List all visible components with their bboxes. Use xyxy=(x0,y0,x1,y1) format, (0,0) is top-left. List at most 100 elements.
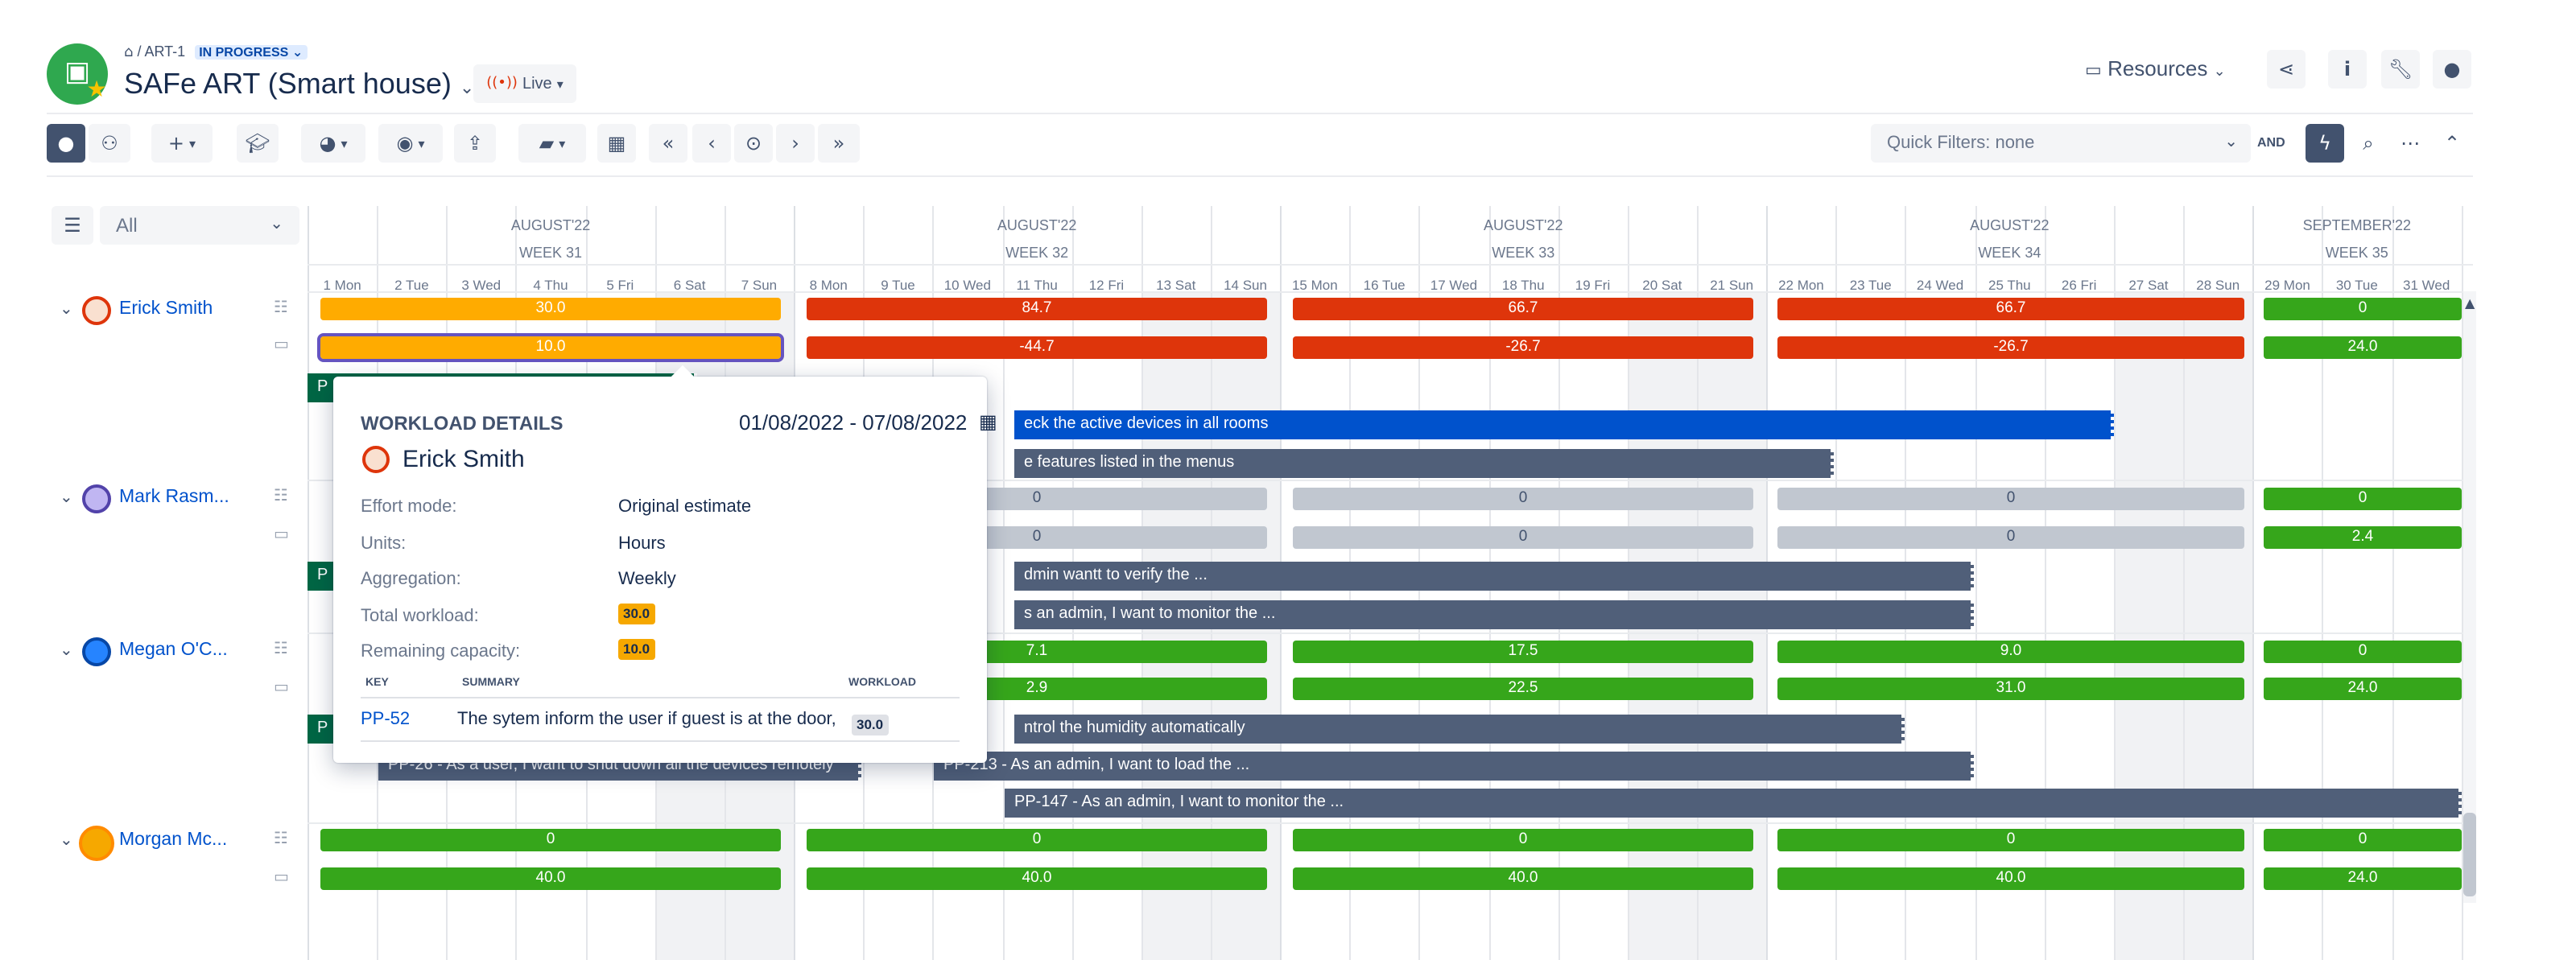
issue-key-link[interactable]: PP-52 xyxy=(361,710,411,729)
remaining-capacity-value: 10.0 xyxy=(618,639,655,660)
capacity-bar[interactable]: 24.0 xyxy=(2264,678,2462,700)
capacity-bar[interactable]: 40.0 xyxy=(1777,867,2244,890)
capacity-bar[interactable]: 2.4 xyxy=(2264,526,2462,549)
avatar[interactable] xyxy=(79,826,114,861)
workload-bar[interactable]: 9.0 xyxy=(1777,641,2244,663)
more-icon[interactable]: ⋯ xyxy=(2391,124,2429,163)
task-bar[interactable]: s an admin, I want to monitor the ... xyxy=(1014,600,1974,629)
workload-bar[interactable]: 0 xyxy=(2264,829,2462,851)
calendar-icon[interactable]: ▦ xyxy=(979,410,997,433)
ruler-button[interactable]: ▰ ▾ xyxy=(518,124,586,163)
today-icon[interactable]: ⊙ xyxy=(734,124,773,163)
list-icon[interactable]: ☷ xyxy=(274,641,288,658)
info-icon[interactable]: i xyxy=(2328,50,2367,89)
day-label: 5 Fri xyxy=(606,277,634,293)
collapse-icon[interactable]: ⌃ xyxy=(2433,124,2471,163)
person-name[interactable]: Megan O'C... xyxy=(119,641,228,660)
page-title[interactable]: SAFe ART (Smart house) ⌄ xyxy=(124,68,474,101)
workload-bar[interactable]: 0 xyxy=(1293,829,1753,851)
scroll-up-icon[interactable]: ▲ xyxy=(2465,296,2475,311)
resources-label: Resources xyxy=(2107,56,2208,80)
capacity-bar[interactable]: 24.0 xyxy=(2264,867,2462,890)
row-divider xyxy=(308,632,2473,634)
person-view-button[interactable]: ● xyxy=(47,124,85,163)
person-name[interactable]: Morgan Mc... xyxy=(119,830,228,850)
and-toggle[interactable]: AND xyxy=(2257,135,2285,150)
workload-bar[interactable]: 0 xyxy=(320,829,781,851)
capacity-bar[interactable]: 40.0 xyxy=(320,867,781,890)
workload-bar[interactable]: 66.7 xyxy=(1777,298,2244,320)
task-bar[interactable]: e features listed in the menus xyxy=(1014,449,1834,478)
capacity-bar[interactable]: -44.7 xyxy=(807,336,1267,359)
battery-icon: ▭ xyxy=(2085,60,2102,80)
eye-button[interactable]: ◉ ▾ xyxy=(378,124,443,163)
live-button[interactable]: ((•)) Live ▾ xyxy=(473,64,576,103)
jump-back-icon[interactable]: « xyxy=(649,124,687,163)
graduation-cap-icon[interactable]: 🎓︎ xyxy=(237,124,279,163)
add-button[interactable]: + ▾ xyxy=(151,124,213,163)
resource-filter-select[interactable]: All ⌄ xyxy=(100,206,299,245)
back-icon[interactable]: ‹ xyxy=(692,124,731,163)
team-view-button[interactable]: ⚇ xyxy=(89,124,130,163)
quick-filters-select[interactable]: Quick Filters: none ⌄ xyxy=(1871,124,2251,163)
list-icon[interactable]: ☷ xyxy=(274,488,288,505)
project-avatar[interactable] xyxy=(47,43,108,105)
list-icon[interactable]: ☷ xyxy=(274,299,288,317)
status-badge[interactable]: IN PROGRESS ⌄ xyxy=(194,45,308,60)
task-bar[interactable]: PP-213 - As an admin, I want to load the… xyxy=(934,752,1974,781)
capacity-bar[interactable]: -26.7 xyxy=(1777,336,2244,359)
forward-icon[interactable]: › xyxy=(776,124,815,163)
lightning-icon[interactable]: ϟ xyxy=(2306,124,2344,163)
task-bar[interactable]: dmin wantt to verify the ... xyxy=(1014,562,1974,591)
chevron-down-icon[interactable]: ⌄ xyxy=(60,642,73,660)
capacity-bar[interactable]: 24.0 xyxy=(2264,336,2462,359)
capacity-bar[interactable]: 31.0 xyxy=(1777,678,2244,700)
workload-bar[interactable]: 66.7 xyxy=(1293,298,1753,320)
person-name[interactable]: Erick Smith xyxy=(119,299,213,319)
vertical-scrollbar[interactable] xyxy=(2463,291,2476,903)
jump-forward-icon[interactable]: » xyxy=(818,124,860,163)
workload-bar[interactable]: 0 xyxy=(2264,488,2462,510)
wrench-icon[interactable]: 🔧︎ xyxy=(2381,50,2420,89)
search-icon[interactable]: ⌕ xyxy=(2349,124,2388,163)
task-bar[interactable]: eck the active devices in all rooms xyxy=(1014,410,2114,439)
scrollbar-thumb[interactable] xyxy=(2463,813,2476,896)
home-icon[interactable]: ⌂ xyxy=(124,45,134,61)
capacity-bar[interactable]: -26.7 xyxy=(1293,336,1753,359)
capacity-bar[interactable]: 22.5 xyxy=(1293,678,1753,700)
workload-bar[interactable]: 0 xyxy=(807,829,1267,851)
list-icon[interactable]: ☷ xyxy=(274,830,288,848)
export-icon[interactable]: ⇪ xyxy=(454,124,496,163)
workload-bar[interactable]: 0 xyxy=(1777,488,2244,510)
resources-button[interactable]: ▭ Resources ⌄ xyxy=(2085,56,2226,80)
gauge-button[interactable]: ◕ ▾ xyxy=(301,124,365,163)
capacity-bar[interactable]: 40.0 xyxy=(1293,867,1753,890)
avatar[interactable] xyxy=(82,296,111,325)
avatar[interactable] xyxy=(82,484,111,513)
chevron-down-icon[interactable]: ⌄ xyxy=(60,489,73,507)
user-icon[interactable]: ● xyxy=(2433,50,2471,89)
capacity-bar[interactable]: 0 xyxy=(1293,526,1753,549)
workload-bar[interactable]: 0 xyxy=(2264,641,2462,663)
capacity-bar[interactable]: 40.0 xyxy=(807,867,1267,890)
task-bar[interactable]: ntrol the humidity automatically xyxy=(1014,715,1905,744)
person-name[interactable]: Mark Rasm... xyxy=(119,488,229,507)
share-icon[interactable]: ⋖ xyxy=(2267,50,2306,89)
task-bar[interactable]: PP-147 - As an admin, I want to monitor … xyxy=(1005,789,2462,818)
workload-bar[interactable]: 0 xyxy=(1777,829,2244,851)
list-icon[interactable]: ☰ xyxy=(52,206,93,245)
chevron-down-icon[interactable]: ⌄ xyxy=(60,301,73,319)
breadcrumb-parent[interactable]: ART-1 xyxy=(144,43,186,60)
avatar[interactable] xyxy=(82,637,111,666)
chevron-down-icon[interactable]: ⌄ xyxy=(60,832,73,850)
day-label: 1 Mon xyxy=(323,277,361,293)
calendar-icon[interactable]: ▦ xyxy=(597,124,636,163)
workload-bar[interactable]: 17.5 xyxy=(1293,641,1753,663)
workload-bar[interactable]: 84.7 xyxy=(807,298,1267,320)
workload-bar[interactable]: 0 xyxy=(1293,488,1753,510)
capacity-bar[interactable]: 10.0 xyxy=(317,333,784,362)
workload-bar[interactable]: 0 xyxy=(2264,298,2462,320)
issue-workload: 30.0 xyxy=(852,708,889,737)
capacity-bar[interactable]: 0 xyxy=(1777,526,2244,549)
workload-bar[interactable]: 30.0 xyxy=(320,298,781,320)
